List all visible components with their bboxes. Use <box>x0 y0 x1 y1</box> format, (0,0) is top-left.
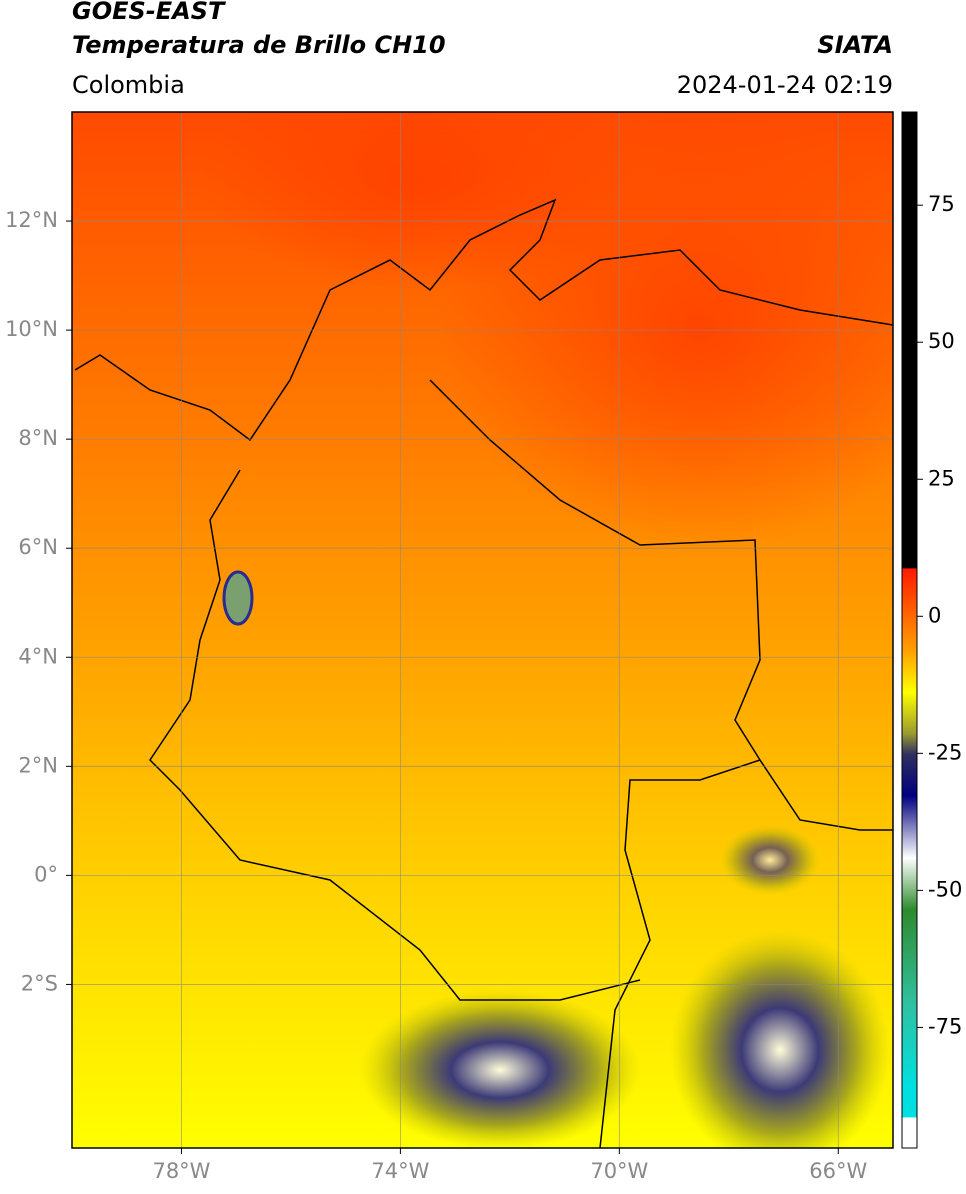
x-tick-label: 74°W <box>371 1159 429 1183</box>
map-frame <box>71 111 894 1149</box>
datetime: 2024-01-24 02:19 <box>677 71 893 99</box>
x-tick-label: 70°W <box>590 1159 648 1183</box>
colorbar-label: 75 <box>928 192 955 216</box>
subtitle: Temperatura de Brillo CH10 <box>72 31 446 59</box>
source: SIATA <box>817 31 893 59</box>
colorbar-label: -75 <box>928 1014 962 1038</box>
colorbar-label: 50 <box>928 329 955 353</box>
y-tick-label: 10°N <box>5 317 58 341</box>
title: GOES-EAST <box>72 0 226 25</box>
y-tick-label: 2°N <box>18 753 58 777</box>
colorbar-label: -50 <box>928 877 962 901</box>
y-tick-label: 6°N <box>18 535 58 559</box>
y-tick-label: 4°N <box>18 644 58 668</box>
y-tick-label: 2°S <box>21 971 58 995</box>
colorbar <box>901 111 918 1149</box>
colorbar-label: 0 <box>928 603 941 627</box>
graticule <box>72 112 893 1148</box>
y-tick-label: 0° <box>34 862 58 886</box>
colorbar-label: -25 <box>928 740 962 764</box>
x-tick-label: 78°W <box>152 1159 210 1183</box>
x-tick-label: 66°W <box>809 1159 867 1183</box>
y-tick-label: 8°N <box>18 426 58 450</box>
colorbar-label: 25 <box>928 466 955 490</box>
region: Colombia <box>72 71 185 99</box>
borders <box>74 198 893 1148</box>
satellite-image <box>72 112 893 1148</box>
y-tick-label: 12°N <box>5 208 58 232</box>
